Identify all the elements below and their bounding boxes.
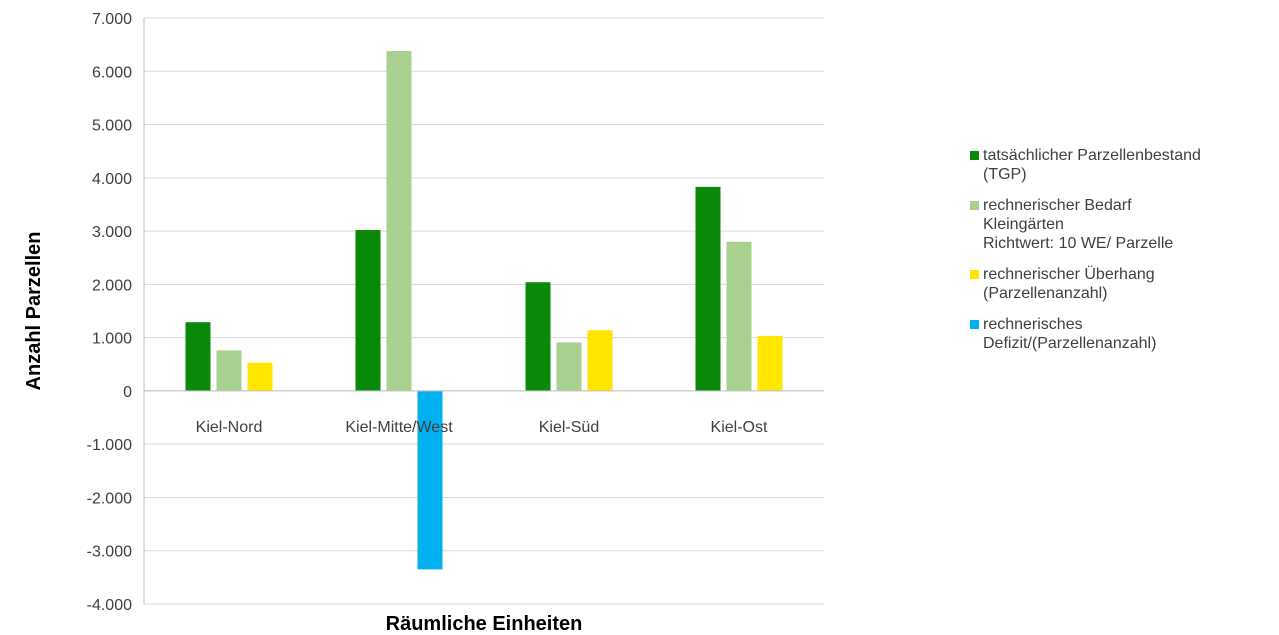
bar-kiel-mitte-west-s0 <box>355 230 381 391</box>
bar-kiel-mitte-west-s3 <box>417 390 443 570</box>
x-category-label: Kiel-Mitte/West <box>345 419 453 436</box>
y-tick-label: 2.000 <box>92 277 132 294</box>
y-tick-label: 1.000 <box>92 331 132 348</box>
bar-kiel-ost-s0 <box>695 186 721 391</box>
y-tick-label: -2.000 <box>87 490 132 507</box>
y-tick-label: -1.000 <box>87 437 132 454</box>
bar-kiel-s-d-s1 <box>556 342 582 391</box>
legend-swatch <box>970 270 979 279</box>
bar-kiel-s-d-s2 <box>587 330 613 391</box>
y-tick-label: 4.000 <box>92 171 132 188</box>
legend-swatch <box>970 151 979 160</box>
axes <box>143 18 824 604</box>
x-category-label: Kiel-Süd <box>539 419 599 436</box>
y-axis-title: Anzahl Parzellen <box>23 232 45 391</box>
gridlines <box>144 17 824 605</box>
x-category-label: Kiel-Nord <box>196 419 263 436</box>
bars <box>185 51 783 570</box>
y-tick-label: 5.000 <box>92 118 132 135</box>
y-tick-label: 6.000 <box>92 64 132 81</box>
legend-label: tatsächlicher Parzellenbestand (TGP) <box>983 147 1201 183</box>
legend-swatch <box>970 201 979 210</box>
y-axis-ticks: -4.000 -3.000 -2.000 -1.000 0 1.000 2.000 3.000… <box>87 11 132 614</box>
x-category-label: Kiel-Ost <box>711 419 768 436</box>
legend-swatch <box>970 320 979 329</box>
bar-kiel-ost-s1 <box>726 241 752 391</box>
y-tick-label: 7.000 <box>92 11 132 28</box>
bar-kiel-ost-s2 <box>757 336 783 391</box>
x-axis-categories: Kiel-Nord Kiel-Mitte/West Kiel-Süd Kiel-Ost <box>196 419 768 436</box>
y-tick-label: 0 <box>123 384 132 401</box>
legend-item: rechnerischer Überhang (Parzellenanzahl) <box>970 265 1270 303</box>
legend-item: rechnerischer Bedarf Kleingärten Richtwe… <box>970 196 1270 253</box>
legend: tatsächlicher Parzellenbestand (TGP) rech… <box>970 146 1270 365</box>
bar-kiel-nord-s0 <box>185 322 211 391</box>
y-tick-label: -3.000 <box>87 544 132 561</box>
legend-label: rechnerischer Bedarf Kleingärten Richtwe… <box>983 197 1174 252</box>
bar-kiel-mitte-west-s1 <box>386 51 412 391</box>
legend-item: rechnerisches Defizit/(Parzellenanzahl) <box>970 315 1270 353</box>
x-axis-title: Räumliche Einheiten <box>386 613 583 635</box>
bar-kiel-nord-s2 <box>247 362 273 391</box>
legend-label: rechnerisches Defizit/(Parzellenanzahl) <box>983 316 1157 352</box>
bar-kiel-s-d-s0 <box>525 282 551 391</box>
y-tick-label: -4.000 <box>87 597 132 614</box>
legend-item: tatsächlicher Parzellenbestand (TGP) <box>970 146 1270 184</box>
legend-label: rechnerischer Überhang (Parzellenanzahl) <box>983 266 1155 302</box>
y-tick-label: 3.000 <box>92 224 132 241</box>
bar-kiel-nord-s1 <box>216 350 242 391</box>
